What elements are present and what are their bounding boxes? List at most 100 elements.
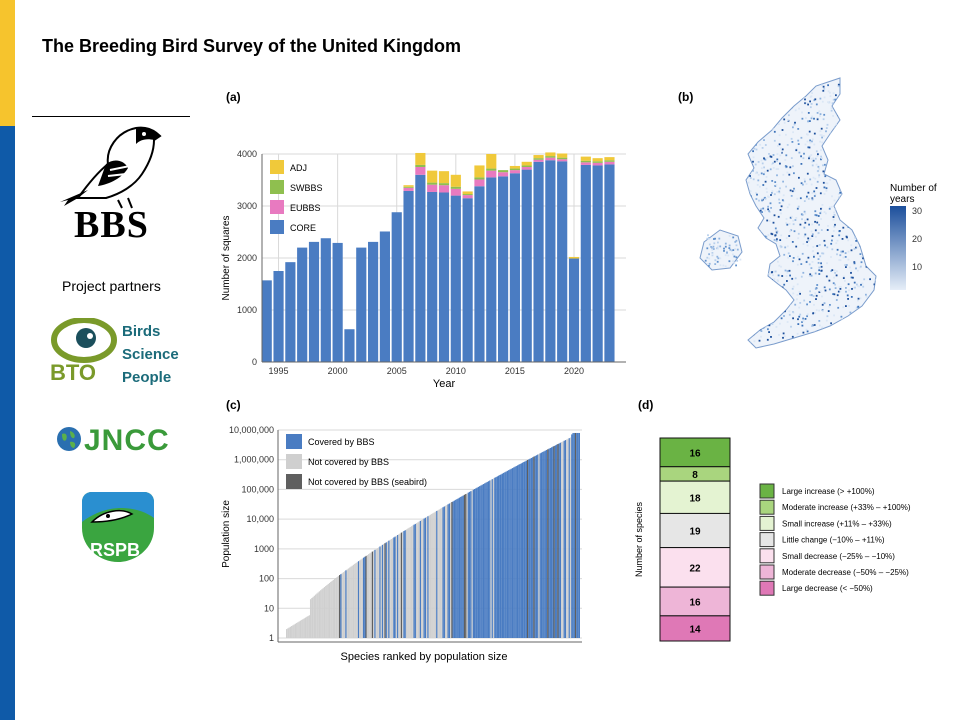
species-bar (572, 432, 574, 638)
species-bar (340, 574, 342, 638)
bar-eubbs (486, 170, 497, 178)
species-bar (448, 503, 451, 638)
species-bar (347, 568, 350, 638)
species-bar (525, 460, 528, 638)
species-bar (519, 464, 521, 638)
species-bar (328, 582, 331, 638)
legend-label: Little change (−10% – +11%) (782, 536, 885, 545)
x-axis-label: Year (433, 378, 456, 390)
species-bar (395, 535, 398, 638)
species-bar (388, 540, 390, 638)
species-bar (533, 456, 535, 638)
divider (32, 116, 190, 117)
species-bar (287, 628, 289, 638)
species-bar (492, 478, 495, 638)
legend-swatch (286, 474, 302, 489)
species-bar (286, 629, 288, 638)
species-bar (472, 489, 475, 638)
bar-swbbs (545, 156, 556, 158)
species-bar (379, 546, 381, 638)
species-bar (513, 467, 515, 638)
goldfinch-icon (60, 126, 162, 209)
bar-eubbs (415, 167, 426, 175)
species-bar (444, 505, 447, 638)
species-bar (511, 468, 514, 638)
species-bar (368, 554, 370, 638)
species-bar (463, 494, 466, 638)
species-bar (386, 541, 389, 638)
legend-label: EUBBS (290, 203, 321, 213)
chart-c: 1 10 100 1000 10,000 100,000 1,000,000 10,000,0… (221, 425, 582, 663)
legend-swatch (759, 580, 775, 596)
species-bar (436, 510, 438, 638)
species-bar (503, 472, 505, 638)
legend-swatch (759, 499, 775, 515)
species-bar (497, 475, 500, 638)
bar-core (557, 161, 568, 362)
species-bar (571, 434, 573, 638)
bar-adj (557, 153, 568, 158)
legend-swatch (759, 548, 775, 564)
legend-label: ADJ (290, 163, 307, 173)
species-bar (548, 448, 550, 638)
legend-swatch (286, 454, 302, 469)
species-bar (326, 584, 328, 638)
species-bar (316, 593, 318, 638)
species-bar (403, 530, 405, 638)
xtick-label: 2015 (505, 366, 525, 376)
species-bar (345, 570, 347, 638)
legend-label: Small decrease (−25% – −10%) (782, 552, 895, 561)
species-bar (355, 562, 357, 638)
bar-adj (427, 170, 438, 183)
bar-core (592, 165, 603, 362)
species-bar (574, 432, 577, 638)
species-bar (338, 575, 341, 638)
bar-adj (474, 165, 485, 178)
species-bar (337, 576, 339, 638)
species-bar (495, 477, 497, 638)
species-bar (352, 564, 355, 638)
species-bar (371, 551, 374, 638)
species-bar (521, 462, 524, 638)
species-bar (415, 523, 418, 638)
legend-label: Not covered by BBS (308, 457, 389, 467)
chart-a: 0 1000 2000 3000 4000 1995 2000 2005 2010 2015 202… (221, 149, 626, 390)
bar-core (604, 164, 615, 362)
species-bar (369, 553, 371, 638)
bar-eubbs (427, 184, 438, 192)
species-bar (342, 572, 345, 638)
bar-eubbs (462, 195, 473, 199)
bar-adj (568, 256, 580, 259)
bar-adj (486, 154, 497, 169)
legend-label: Large increase (> +100%) (782, 487, 875, 496)
legend-tick-label: 20 (912, 234, 922, 244)
species-bar (509, 469, 511, 638)
bar-core (450, 195, 461, 362)
species-bar (423, 518, 425, 638)
bar-core (368, 241, 379, 362)
legend-label: Small increase (+11% – +33%) (782, 519, 892, 528)
bto-word: Science (122, 346, 179, 363)
species-bar (359, 560, 361, 638)
rspb-logo-text: RSPB (90, 540, 141, 560)
category-segment (659, 512, 731, 549)
species-bar (443, 506, 445, 638)
species-bar (539, 453, 541, 638)
panel-label-a: (a) (226, 90, 241, 104)
legend-tick-label: 30 (912, 206, 922, 216)
bar-adj (521, 161, 532, 166)
bar-adj (592, 158, 603, 162)
legend-label: SWBBS (290, 183, 323, 193)
bar-adj (415, 152, 426, 165)
bbs-logo-text: BBS (74, 204, 149, 246)
species-bar (291, 626, 293, 638)
species-bar (307, 616, 309, 638)
bar-core (379, 231, 390, 362)
ytick-label: 2000 (237, 253, 257, 263)
bar-eubbs (509, 170, 520, 174)
bar-adj (509, 165, 520, 169)
species-bar (325, 586, 327, 638)
species-bar (562, 441, 564, 638)
species-bar (457, 498, 459, 638)
species-bar (452, 501, 454, 638)
